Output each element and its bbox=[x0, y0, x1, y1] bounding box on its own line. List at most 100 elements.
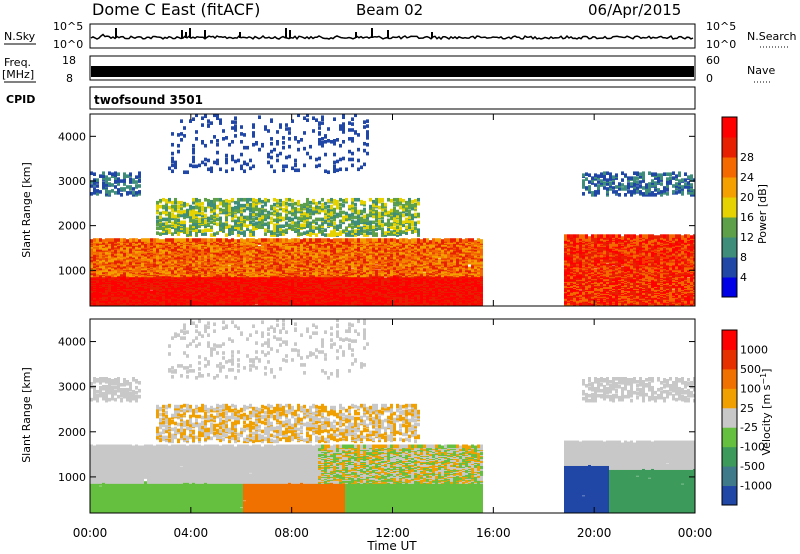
heatmap-cell bbox=[282, 216, 285, 221]
heatmap-cell bbox=[207, 200, 210, 205]
heatmap-cell bbox=[117, 182, 120, 186]
heatmap-cell bbox=[198, 212, 201, 217]
heatmap-cell bbox=[105, 274, 108, 279]
heatmap-cell bbox=[153, 268, 156, 273]
nsky-line bbox=[90, 33, 694, 41]
heatmap-cell bbox=[195, 197, 198, 202]
heatmap-cell bbox=[168, 197, 171, 202]
heatmap-cell bbox=[189, 216, 192, 221]
heatmap-cell bbox=[246, 199, 249, 204]
heatmap-cell bbox=[165, 238, 168, 242]
heatmap-cell bbox=[123, 252, 126, 257]
heatmap-cell bbox=[165, 261, 168, 266]
heatmap-cell bbox=[246, 215, 249, 220]
heatmap-cell bbox=[117, 179, 120, 183]
heatmap-cell bbox=[117, 299, 120, 303]
heatmap-cell bbox=[225, 206, 228, 211]
heatmap-cell bbox=[186, 254, 189, 259]
heatmap-cell bbox=[99, 258, 102, 263]
heatmap-cell bbox=[93, 181, 96, 185]
heatmap-cell bbox=[108, 257, 111, 262]
heatmap-cell bbox=[213, 300, 216, 304]
heatmap-cell bbox=[177, 218, 180, 223]
beam-label: Beam 02 bbox=[356, 1, 423, 19]
heatmap-cell bbox=[282, 168, 285, 173]
heatmap-cell bbox=[117, 177, 120, 181]
heatmap-cell bbox=[126, 185, 129, 189]
heatmap-cell bbox=[99, 174, 102, 178]
heatmap-cell bbox=[189, 119, 192, 123]
heatmap-cell bbox=[222, 203, 225, 208]
heatmap-cell bbox=[246, 297, 249, 301]
heatmap-cell bbox=[192, 226, 195, 231]
heatmap-cell bbox=[159, 232, 162, 236]
heatmap-cell bbox=[177, 200, 180, 205]
heatmap-cell bbox=[234, 247, 237, 251]
heatmap-cell bbox=[249, 229, 252, 233]
heatmap-cell bbox=[213, 218, 216, 223]
heatmap-cell bbox=[267, 238, 270, 242]
heatmap-cell bbox=[186, 238, 189, 242]
heatmap-cell bbox=[135, 252, 138, 257]
heatmap-cell bbox=[123, 172, 126, 177]
heatmap-cell bbox=[195, 222, 198, 227]
heatmap-cell bbox=[186, 208, 189, 213]
heatmap-cell bbox=[258, 115, 261, 120]
heatmap-cell bbox=[219, 244, 222, 248]
heatmap-cell bbox=[201, 229, 204, 233]
heatmap-cell bbox=[129, 180, 132, 184]
heatmap-cell bbox=[204, 219, 207, 224]
heatmap-cell bbox=[177, 230, 180, 234]
heatmap-cell bbox=[201, 139, 204, 144]
heatmap-cell bbox=[186, 212, 189, 217]
heatmap-cell bbox=[210, 166, 213, 171]
heatmap-cell bbox=[99, 261, 102, 266]
heatmap-cell bbox=[156, 249, 159, 253]
heatmap-cell bbox=[201, 238, 204, 242]
heatmap-cell bbox=[168, 219, 171, 224]
heatmap-cell bbox=[201, 217, 204, 222]
heatmap-cell bbox=[93, 269, 96, 274]
heatmap-cell bbox=[237, 233, 240, 237]
heatmap-cell bbox=[174, 286, 177, 290]
heatmap-cell bbox=[231, 206, 234, 211]
heatmap-cell bbox=[135, 240, 138, 244]
heatmap-cell bbox=[225, 200, 228, 205]
heatmap-cell bbox=[240, 226, 243, 231]
heatmap-cell bbox=[168, 224, 171, 229]
heatmap-cell bbox=[147, 258, 150, 263]
heatmap-cell bbox=[219, 227, 222, 232]
heatmap-cell bbox=[210, 220, 213, 225]
heatmap-cell bbox=[189, 245, 192, 249]
heatmap-cell bbox=[198, 206, 201, 211]
heatmap-cell bbox=[234, 219, 237, 224]
heatmap-cell bbox=[123, 238, 126, 242]
heatmap-cell bbox=[126, 243, 129, 247]
heatmap-cell bbox=[243, 230, 246, 234]
heatmap-cell bbox=[189, 238, 192, 242]
heatmap-cell bbox=[198, 198, 201, 203]
heatmap-cell bbox=[231, 256, 234, 261]
heatmap-cell bbox=[162, 296, 165, 300]
heatmap-cell bbox=[213, 262, 216, 267]
heatmap-cell bbox=[210, 302, 213, 306]
heatmap-cell bbox=[204, 247, 207, 251]
heatmap-cell bbox=[114, 260, 117, 265]
heatmap-cell bbox=[279, 198, 282, 203]
heatmap-cell bbox=[192, 255, 195, 260]
heatmap-cell bbox=[192, 215, 195, 220]
heatmap-cell bbox=[165, 204, 168, 209]
heatmap-cell bbox=[105, 180, 108, 184]
heatmap-cell bbox=[279, 151, 282, 156]
heatmap-cell bbox=[171, 200, 174, 205]
heatmap-cell bbox=[216, 116, 219, 121]
heatmap-cell bbox=[219, 209, 222, 214]
heatmap-cell bbox=[165, 224, 168, 229]
heatmap-cell bbox=[96, 278, 99, 283]
heatmap-cell bbox=[204, 222, 207, 227]
heatmap-cell bbox=[108, 250, 111, 255]
heatmap-cell bbox=[234, 208, 237, 213]
heatmap-cell bbox=[246, 238, 249, 242]
heatmap-cell bbox=[285, 197, 288, 202]
heatmap-cell bbox=[186, 233, 189, 237]
